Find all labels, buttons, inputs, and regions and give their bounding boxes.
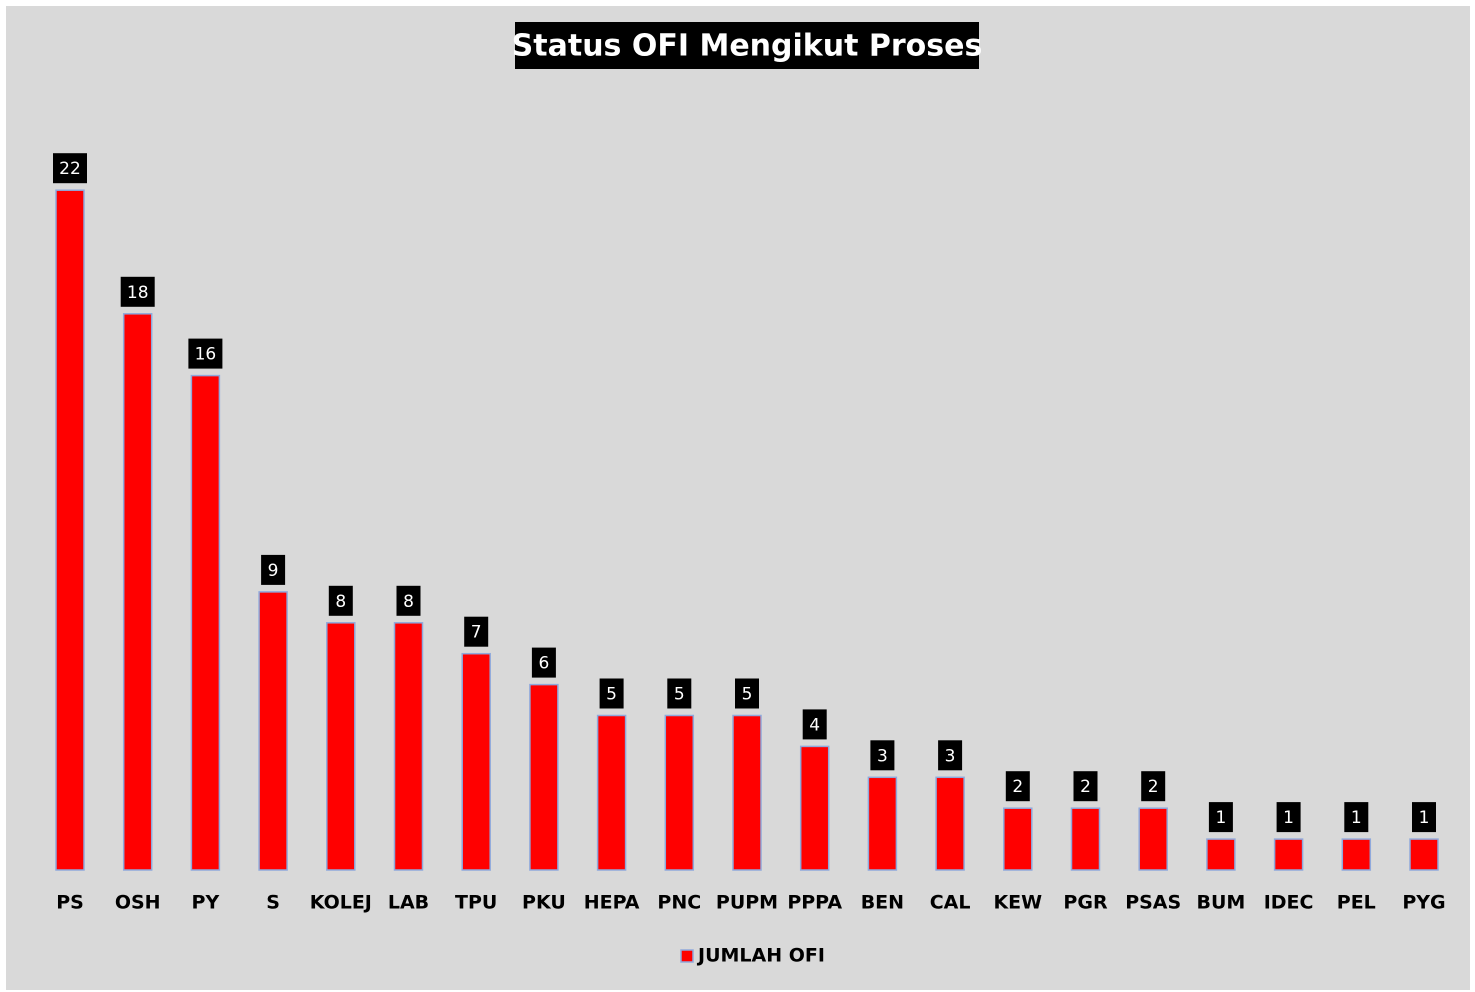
- x-tick-label: KOLEJ: [310, 892, 372, 914]
- value-label-box: [328, 585, 353, 616]
- bar: [1070, 807, 1101, 871]
- x-tick-label: PY: [192, 892, 220, 914]
- value-label-box: [396, 585, 421, 616]
- value-label-box: [1208, 802, 1233, 833]
- value-label: 9: [268, 561, 279, 581]
- value-label-box: [1141, 771, 1166, 802]
- x-tick-label: S: [266, 892, 280, 914]
- value-label: 4: [809, 715, 820, 735]
- chart-title: Status OFI Mengikut Proses: [512, 29, 983, 64]
- x-tick-label: PSAS: [1125, 892, 1181, 914]
- x-tick-label: OSH: [115, 892, 161, 914]
- value-label-box: [802, 709, 827, 740]
- bar: [867, 776, 898, 871]
- x-tick-label: PS: [56, 892, 84, 914]
- value-label: 8: [403, 592, 414, 612]
- value-label: 18: [127, 283, 149, 303]
- bar: [55, 189, 85, 871]
- legend-label: JUMLAH OFI: [696, 945, 825, 967]
- value-label-box: [1005, 771, 1030, 802]
- value-label-box: [120, 276, 155, 307]
- value-label-box: [870, 740, 895, 771]
- value-label: 8: [335, 592, 346, 612]
- x-tick-label: PGR: [1063, 892, 1108, 914]
- value-label: 2: [1012, 777, 1023, 797]
- value-label: 2: [1148, 777, 1159, 797]
- value-label-box: [667, 678, 692, 709]
- value-label-box: [188, 338, 223, 369]
- value-label: 1: [1351, 808, 1362, 828]
- bar: [258, 591, 288, 871]
- bar: [190, 374, 221, 871]
- bar: [1206, 838, 1236, 871]
- bar: [799, 745, 830, 871]
- bar: [326, 622, 356, 871]
- bar: [393, 622, 424, 871]
- value-label: 5: [606, 685, 617, 705]
- x-tick-label: LAB: [388, 892, 429, 914]
- value-label-box: [531, 647, 556, 678]
- value-label-box: [735, 678, 759, 709]
- value-label-box: [1276, 802, 1301, 833]
- value-label: 5: [674, 685, 685, 705]
- bar: [1138, 807, 1168, 871]
- x-tick-label: KEW: [993, 892, 1042, 914]
- value-label: 6: [538, 654, 549, 674]
- bar: [122, 313, 153, 871]
- value-label: 2: [1080, 777, 1091, 797]
- value-label-box: [464, 616, 489, 647]
- bar: [461, 652, 491, 871]
- value-label-box: [53, 153, 87, 184]
- value-label: 5: [742, 685, 753, 705]
- x-tick-label: PPPA: [787, 892, 842, 914]
- bar: [732, 714, 762, 871]
- value-label: 3: [945, 746, 956, 766]
- value-label: 7: [471, 623, 482, 643]
- x-tick-label: HEPA: [584, 892, 640, 914]
- x-tick-label: TPU: [455, 892, 497, 914]
- value-label: 22: [59, 159, 81, 179]
- value-label-box: [1344, 802, 1369, 833]
- value-label: 1: [1419, 808, 1430, 828]
- x-tick-label: PKU: [522, 892, 566, 914]
- title-box: [515, 22, 979, 69]
- bar: [664, 714, 695, 871]
- x-tick-label: CAL: [930, 892, 971, 914]
- x-tick-label: IDEC: [1264, 892, 1314, 914]
- value-label-box: [261, 554, 286, 585]
- bar: [1003, 807, 1033, 871]
- value-label-box: [1412, 802, 1436, 833]
- bar: [935, 776, 965, 871]
- value-label: 3: [877, 746, 888, 766]
- value-label: 1: [1215, 808, 1226, 828]
- bar: [1341, 838, 1372, 871]
- value-label: 16: [195, 345, 217, 365]
- x-tick-label: BUM: [1196, 892, 1245, 914]
- bar: [529, 683, 559, 871]
- x-tick-label: PUPM: [716, 892, 778, 914]
- value-label-box: [938, 740, 963, 771]
- value-label-box: [1073, 771, 1098, 802]
- x-tick-label: PYG: [1402, 892, 1445, 914]
- value-label: 1: [1283, 808, 1294, 828]
- bar: [1273, 838, 1304, 871]
- legend-swatch: [680, 949, 694, 963]
- value-label-box: [599, 678, 624, 709]
- x-tick-label: PNC: [657, 892, 701, 914]
- bar: [596, 714, 627, 871]
- x-tick-label: PEL: [1337, 892, 1376, 914]
- x-tick-label: BEN: [861, 892, 904, 914]
- bar: [1409, 838, 1439, 871]
